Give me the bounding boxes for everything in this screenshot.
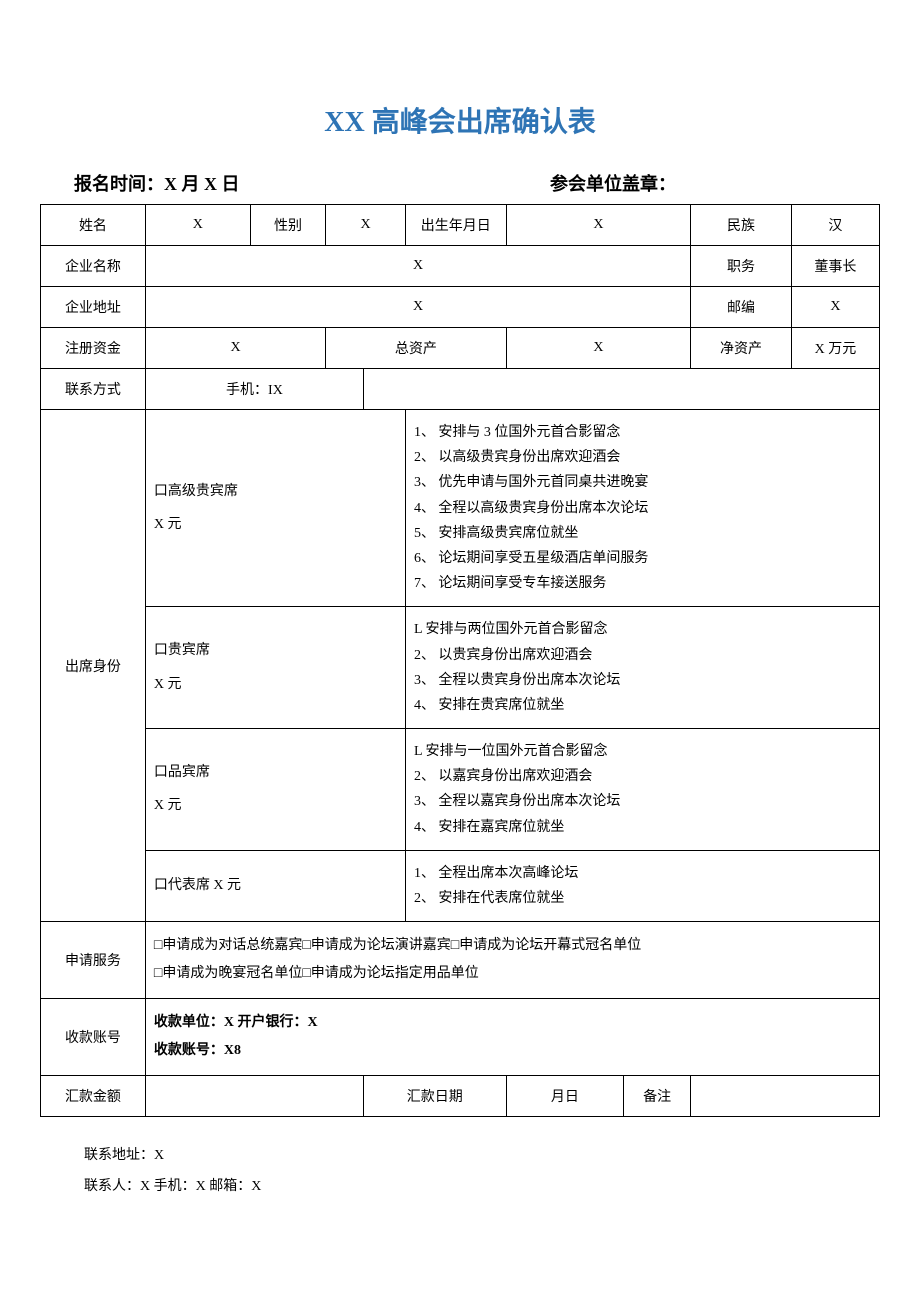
tier1-benefit-3: 3、 优先申请与国外元首同桌共进晚宴 [414,470,871,495]
attendance-label: 出席身份 [41,410,146,922]
remit-note-value [691,1076,880,1117]
tier3-option-price: X 元 [154,789,397,823]
services-label: 申请服务 [41,922,146,999]
account-line2: 收款账号：X8 [154,1037,871,1065]
tier4-option-name: 口代表席 X 元 [154,869,397,903]
dob-value: X [506,205,691,246]
tier2-option: 口贵宾席 X 元 [145,607,405,729]
tier3-option-name: 口品宾席 [154,756,397,790]
tier2-benefit-1: L 安排与两位国外元首合影留念 [414,617,871,642]
row-remit: 汇款金额 汇款日期 月日 备注 [41,1076,880,1117]
company-name-label: 企业名称 [41,246,146,287]
name-value: X [145,205,250,246]
tier1-option-price: X 元 [154,508,397,542]
row-tier1: 出席身份 口高级贵宾席 X 元 1、 安排与 3 位国外元首合影留念 2、 以高… [41,410,880,607]
net-assets-label: 净资产 [691,328,792,369]
gender-label: 性别 [250,205,326,246]
tier4-benefit-1: 1、 全程出席本次高峰论坛 [414,861,871,886]
tier1-option: 口高级贵宾席 X 元 [145,410,405,607]
tier1-option-name: 口高级贵宾席 [154,475,397,509]
address-label: 企业地址 [41,287,146,328]
tier4-benefit-2: 2、 安排在代表席位就坐 [414,886,871,911]
tier3-benefit-4: 4、 安排在嘉宾席位就坐 [414,815,871,840]
unit-stamp: 参会单位盖章： [550,170,876,196]
tier3-benefit-1: L 安排与一位国外元首合影留念 [414,739,871,764]
account-content: 收款单位：X 开户银行：X 收款账号：X8 [145,999,879,1076]
contact-value: 手机：IX [145,369,363,410]
postcode-label: 邮编 [691,287,792,328]
remit-date-label: 汇款日期 [364,1076,507,1117]
total-assets-value: X [506,328,691,369]
reg-capital-value: X [145,328,325,369]
contact-spacer [364,369,880,410]
reg-capital-label: 注册资金 [41,328,146,369]
total-assets-label: 总资产 [326,328,506,369]
account-label: 收款账号 [41,999,146,1076]
tier3-option: 口品宾席 X 元 [145,729,405,851]
tier3-benefits: L 安排与一位国外元首合影留念 2、 以嘉宾身份出席欢迎酒会 3、 全程以嘉宾身… [405,729,879,851]
row-address: 企业地址 X 邮编 X [41,287,880,328]
account-line1: 收款单位：X 开户银行：X [154,1009,871,1037]
row-name: 姓名 X 性别 X 出生年月日 X 民族 汉 [41,205,880,246]
page-title: XX 高峰会出席确认表 [40,100,880,140]
tier4-option: 口代表席 X 元 [145,850,405,921]
row-tier3: 口品宾席 X 元 L 安排与一位国外元首合影留念 2、 以嘉宾身份出席欢迎酒会 … [41,729,880,851]
company-name-value: X [145,246,690,287]
tier4-benefits: 1、 全程出席本次高峰论坛 2、 安排在代表席位就坐 [405,850,879,921]
contact-label: 联系方式 [41,369,146,410]
row-capital: 注册资金 X 总资产 X 净资产 X 万元 [41,328,880,369]
gender-value: X [326,205,406,246]
row-services: 申请服务 □申请成为对话总统嘉宾□申请成为论坛演讲嘉宾□申请成为论坛开幕式冠名单… [41,922,880,999]
postcode-value: X [791,287,879,328]
stamp-label: 参会单位盖章： [550,174,676,194]
tier3-benefit-2: 2、 以嘉宾身份出席欢迎酒会 [414,764,871,789]
header-row: 报名时间：X 月 X 日 参会单位盖章： [40,170,880,196]
position-label: 职务 [691,246,792,287]
remit-amount-label: 汇款金额 [41,1076,146,1117]
tier1-benefit-1: 1、 安排与 3 位国外元首合影留念 [414,420,871,445]
remit-note-label: 备注 [624,1076,691,1117]
address-value: X [145,287,690,328]
remit-date-value: 月日 [506,1076,623,1117]
dob-label: 出生年月日 [405,205,506,246]
footer-contact: 联系人：X 手机：X 邮箱：X [84,1172,880,1203]
tier1-benefit-6: 6、 论坛期间享受五星级酒店单间服务 [414,546,871,571]
tier2-benefit-2: 2、 以贵宾身份出席欢迎酒会 [414,643,871,668]
position-value: 董事长 [791,246,879,287]
reg-time-value: X 月 X 日 [164,174,240,194]
tier2-option-name: 口贵宾席 [154,634,397,668]
ethnicity-label: 民族 [691,205,792,246]
registration-time: 报名时间：X 月 X 日 [44,170,240,196]
tier2-benefit-3: 3、 全程以贵宾身份出席本次论坛 [414,668,871,693]
tier1-benefits: 1、 安排与 3 位国外元首合影留念 2、 以高级贵宾身份出席欢迎酒会 3、 优… [405,410,879,607]
services-content: □申请成为对话总统嘉宾□申请成为论坛演讲嘉宾□申请成为论坛开幕式冠名单位 □申请… [145,922,879,999]
tier2-benefit-4: 4、 安排在贵宾席位就坐 [414,693,871,718]
net-assets-value: X 万元 [791,328,879,369]
reg-time-label: 报名时间： [74,174,164,194]
confirmation-table: 姓名 X 性别 X 出生年月日 X 民族 汉 企业名称 X 职务 董事长 企业地… [40,204,880,1117]
tier1-benefit-7: 7、 论坛期间享受专车接送服务 [414,571,871,596]
row-tier4: 口代表席 X 元 1、 全程出席本次高峰论坛 2、 安排在代表席位就坐 [41,850,880,921]
remit-amount-value [145,1076,363,1117]
tier2-benefits: L 安排与两位国外元首合影留念 2、 以贵宾身份出席欢迎酒会 3、 全程以贵宾身… [405,607,879,729]
row-account: 收款账号 收款单位：X 开户银行：X 收款账号：X8 [41,999,880,1076]
services-line2: □申请成为晚宴冠名单位□申请成为论坛指定用品单位 [154,960,871,988]
tier3-benefit-3: 3、 全程以嘉宾身份出席本次论坛 [414,789,871,814]
row-tier2: 口贵宾席 X 元 L 安排与两位国外元首合影留念 2、 以贵宾身份出席欢迎酒会 … [41,607,880,729]
services-line1: □申请成为对话总统嘉宾□申请成为论坛演讲嘉宾□申请成为论坛开幕式冠名单位 [154,932,871,960]
ethnicity-value: 汉 [791,205,879,246]
footer-address: 联系地址：X [84,1141,880,1172]
tier1-benefit-2: 2、 以高级贵宾身份出席欢迎酒会 [414,445,871,470]
tier1-benefit-5: 5、 安排高级贵宾席位就坐 [414,521,871,546]
footer: 联系地址：X 联系人：X 手机：X 邮箱：X [40,1141,880,1203]
row-contact: 联系方式 手机：IX [41,369,880,410]
tier1-benefit-4: 4、 全程以高级贵宾身份出席本次论坛 [414,496,871,521]
name-label: 姓名 [41,205,146,246]
tier2-option-price: X 元 [154,668,397,702]
row-company: 企业名称 X 职务 董事长 [41,246,880,287]
